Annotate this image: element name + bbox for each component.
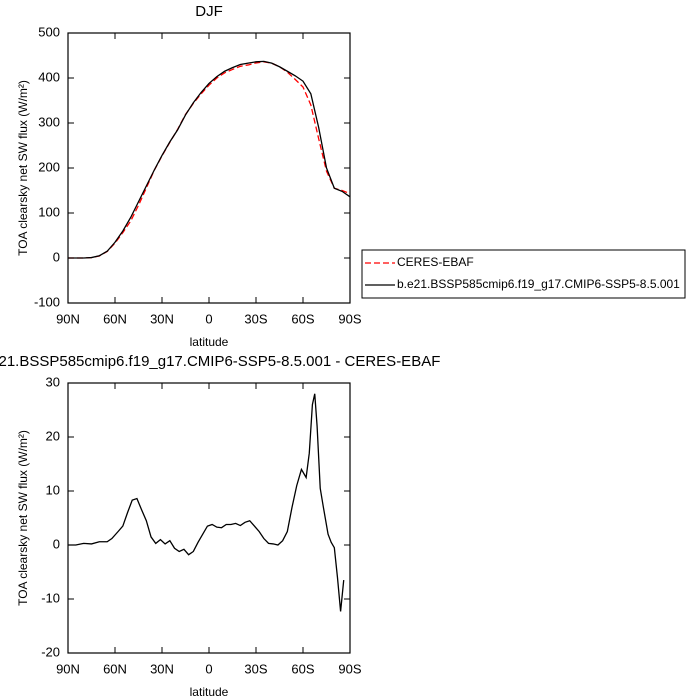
y-tick-label: -20 xyxy=(41,644,60,659)
y-tick-label: 20 xyxy=(46,428,60,443)
legend-box xyxy=(361,249,686,299)
y-tick-label: 400 xyxy=(38,69,60,84)
y-tick-label: 30 xyxy=(46,374,60,389)
x-tick-label: 30N xyxy=(150,661,174,676)
y-tick-label: 300 xyxy=(38,114,60,129)
chart-title: DJF xyxy=(195,3,223,20)
y-tick-label: 200 xyxy=(38,159,60,174)
x-tick-label: 90S xyxy=(338,661,361,676)
x-tick-label: 60S xyxy=(291,661,314,676)
x-tick-label: 30S xyxy=(244,311,267,326)
x-tick-label: 90N xyxy=(56,311,80,326)
y-axis-label: TOA clearsky net SW flux (W/m²) xyxy=(16,430,30,606)
data-line xyxy=(68,393,345,612)
y-tick-label: 0 xyxy=(53,536,60,551)
y-tick-label: 100 xyxy=(38,204,60,219)
legend-label: CERES-EBAF xyxy=(397,255,474,269)
x-tick-label: 0 xyxy=(205,661,212,676)
x-axis-label: latitude xyxy=(190,685,229,699)
x-tick-label: 90N xyxy=(56,661,80,676)
legend-label: b.e21.BSSP585cmip6.f19_g17.CMIP6-SSP5-8.… xyxy=(397,277,680,291)
y-tick-label: 500 xyxy=(38,24,60,39)
plot-frame xyxy=(67,382,351,654)
y-tick-label: 10 xyxy=(46,482,60,497)
x-axis-label: latitude xyxy=(190,335,229,349)
y-axis-label: TOA clearsky net SW flux (W/m²) xyxy=(16,80,30,256)
chart-title: b.e21.BSSP585cmip6.f19_g17.CMIP6-SSP5-8.… xyxy=(0,353,440,370)
x-tick-label: 30N xyxy=(150,311,174,326)
y-tick-label: 0 xyxy=(53,249,60,264)
y-tick-label: -10 xyxy=(41,590,60,605)
x-tick-label: 30S xyxy=(244,661,267,676)
x-tick-label: 90S xyxy=(338,311,361,326)
x-tick-label: 60N xyxy=(103,661,127,676)
x-tick-label: 60N xyxy=(103,311,127,326)
x-tick-label: 0 xyxy=(205,311,212,326)
y-tick-label: -100 xyxy=(34,294,60,309)
data-line xyxy=(68,61,351,259)
data-line xyxy=(68,60,351,259)
x-tick-label: 60S xyxy=(291,311,314,326)
plot-frame xyxy=(67,32,351,304)
